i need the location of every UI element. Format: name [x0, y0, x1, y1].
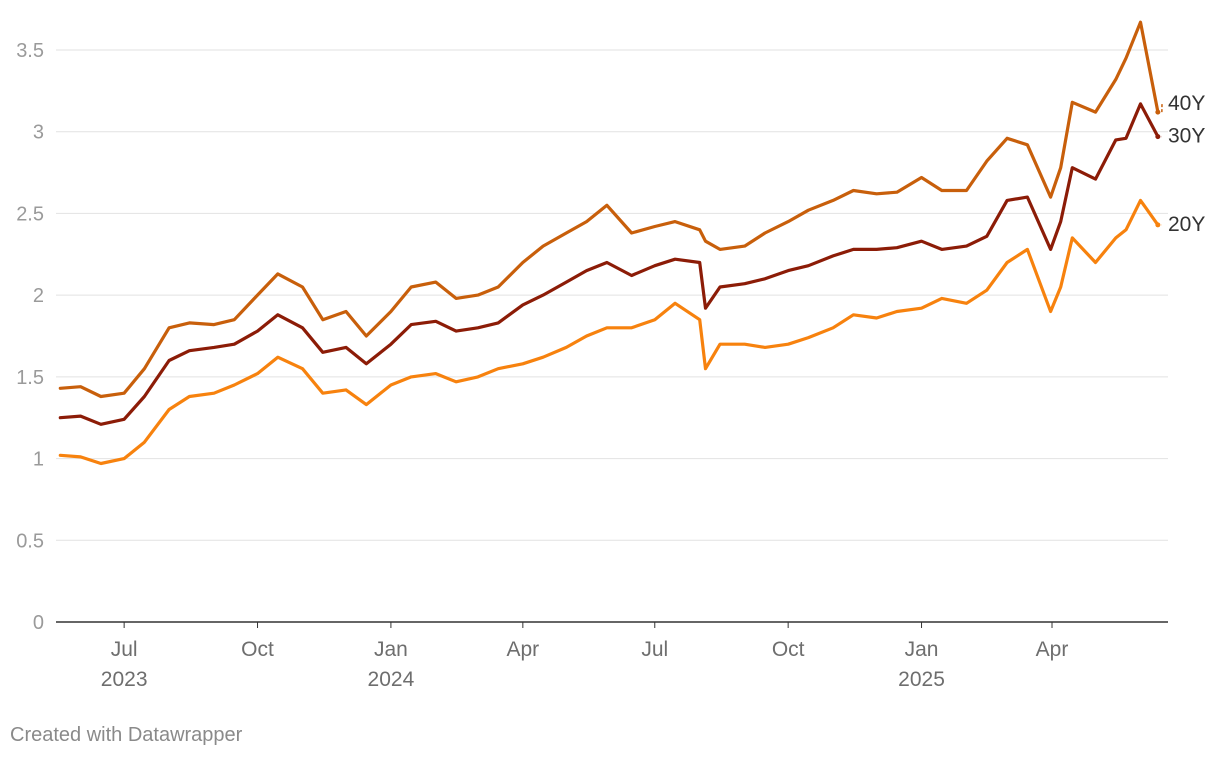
- x-tick-label: Jan: [905, 638, 939, 661]
- series-end-point-20y: [1155, 222, 1161, 228]
- y-tick-label: 3.5: [16, 40, 44, 62]
- series-label-20y: 20Y: [1168, 213, 1205, 236]
- line-chart: 0 0.5 1 1.5 2 2.5 3 3.5 Jul 2023 Oct Jan 2024 Apr Jul O…: [16, 20, 1205, 691]
- x-tick-label: Jul: [641, 638, 668, 661]
- y-tick-label: 0.5: [16, 530, 44, 552]
- series-end-point-30y: [1155, 134, 1161, 140]
- y-tick-label: 1: [33, 449, 44, 471]
- series-label-40y: 40Y: [1168, 92, 1205, 115]
- y-tick-label: 3: [33, 122, 44, 144]
- x-tick-year-label: 2023: [101, 668, 148, 691]
- series-line-40y: [58, 20, 1160, 399]
- x-tick-label: Jan: [374, 638, 408, 661]
- x-tick-label: Jul: [111, 638, 138, 661]
- series-label-30y: 30Y: [1168, 125, 1205, 148]
- credit-text: Created with Datawrapper: [10, 724, 243, 746]
- series-line-30y: [58, 102, 1160, 426]
- series-line-20y: [58, 198, 1160, 466]
- y-tick-label: 0: [33, 612, 44, 634]
- x-tick-year-label: 2025: [898, 668, 945, 691]
- x-tick-label: Apr: [1036, 638, 1069, 661]
- x-tick-label: Oct: [772, 638, 805, 661]
- x-tick-year-label: 2024: [368, 668, 415, 691]
- y-tick-label: 2: [33, 285, 44, 307]
- y-tick-label: 1.5: [16, 367, 44, 389]
- x-tick-label: Oct: [241, 638, 274, 661]
- x-tick-label: Apr: [506, 638, 539, 661]
- series-end-point-40y: [1155, 109, 1161, 115]
- y-tick-label: 2.5: [16, 203, 44, 225]
